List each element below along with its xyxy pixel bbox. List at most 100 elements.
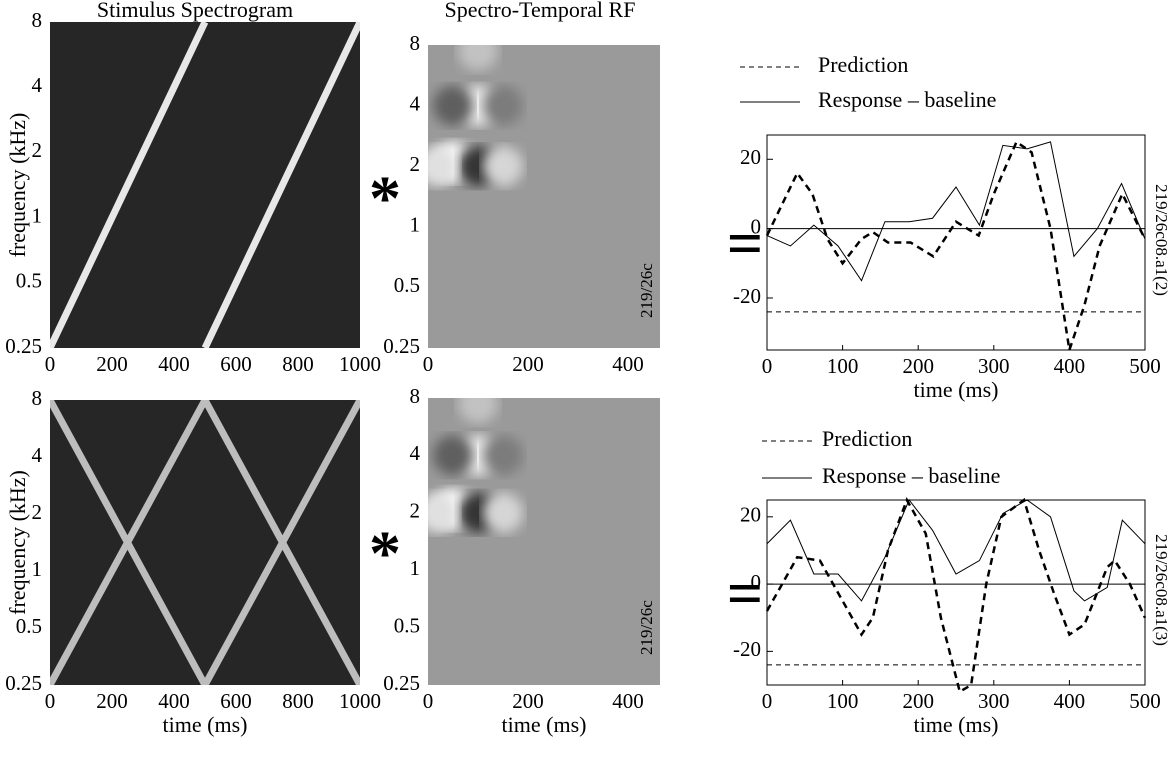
heatmap xyxy=(428,398,660,685)
legend-label: Prediction xyxy=(818,52,908,77)
x-tick-label: 400 xyxy=(612,352,644,376)
x-tick-label: 500 xyxy=(1129,689,1161,713)
panel-annotation: 219/26c xyxy=(637,600,656,655)
x-tick-label: 200 xyxy=(96,352,128,376)
operator-symbol: * xyxy=(369,163,401,234)
y-tick-label: 0.25 xyxy=(5,334,42,358)
y-tick-label: 1 xyxy=(32,557,43,581)
rf-feature xyxy=(433,85,473,126)
x-tick-label: 500 xyxy=(1129,354,1161,378)
plot-frame xyxy=(766,499,1146,686)
x-tick-label: 300 xyxy=(978,689,1010,713)
series-line xyxy=(765,140,1147,351)
rf-feature xyxy=(428,492,458,533)
panel-title: Stimulus Spectrogram xyxy=(97,0,293,22)
x-tick-label: 0 xyxy=(45,352,56,376)
y-tick-label: 0.5 xyxy=(16,269,42,293)
y-tick-label: 8 xyxy=(32,8,43,32)
y-tick-label: 1 xyxy=(32,203,43,227)
y-tick-label: 8 xyxy=(32,386,43,410)
x-tick-label: 800 xyxy=(282,689,314,713)
x-tick-label: 400 xyxy=(1054,354,1086,378)
legend-label: Prediction xyxy=(822,426,912,451)
x-tick-label: 400 xyxy=(612,689,644,713)
rf-feature xyxy=(433,435,473,476)
series-group xyxy=(765,140,1147,351)
heatmap-background xyxy=(50,22,360,348)
series-line xyxy=(766,499,1146,602)
plot-frame xyxy=(766,134,1146,351)
legend-label: Response – baseline xyxy=(822,463,1000,488)
series-line xyxy=(765,497,1147,694)
operator-symbol: = xyxy=(727,208,763,279)
operator-symbol: * xyxy=(369,518,401,589)
x-axis-label: time (ms) xyxy=(914,377,999,402)
y-tick-label: 20 xyxy=(740,503,761,527)
panel-title: Spectro-Temporal RF xyxy=(445,0,636,22)
x-axis-label: time (ms) xyxy=(914,712,999,737)
series-line xyxy=(766,141,1146,282)
heatmap xyxy=(50,22,360,348)
heatmap-background xyxy=(50,400,360,685)
x-tick-label: 0 xyxy=(762,689,773,713)
x-tick-label: 200 xyxy=(902,689,934,713)
rf-feature xyxy=(483,146,523,187)
y-tick-label: 4 xyxy=(32,73,43,97)
x-tick-label: 300 xyxy=(978,354,1010,378)
heatmap xyxy=(50,400,360,685)
y-tick-label: 0.5 xyxy=(394,613,420,637)
y-axis-label: frequency (kHz) xyxy=(5,470,30,615)
ridge xyxy=(50,400,360,685)
heatmap xyxy=(428,45,660,348)
x-tick-label: 200 xyxy=(512,689,544,713)
x-tick-label: 800 xyxy=(282,352,314,376)
x-axis-label: time (ms) xyxy=(163,712,248,737)
y-tick-label: 0.5 xyxy=(394,273,420,297)
y-tick-label: 2 xyxy=(32,500,43,524)
panel-annotation: 219/26c xyxy=(637,263,656,318)
y-tick-label: 2 xyxy=(410,499,421,523)
y-axis-label: frequency (kHz) xyxy=(5,113,30,258)
rf-feature xyxy=(458,398,498,424)
rf-feature xyxy=(483,492,523,533)
y-tick-label: 0 xyxy=(751,214,762,238)
y-tick-label: 2 xyxy=(410,152,421,176)
x-tick-label: 100 xyxy=(827,689,859,713)
x-tick-label: 100 xyxy=(827,354,859,378)
rf-feature xyxy=(483,435,523,476)
y-tick-label: 1 xyxy=(410,556,421,580)
rf-feature xyxy=(458,45,498,71)
x-tick-label: 200 xyxy=(902,354,934,378)
rf-feature xyxy=(428,146,458,187)
x-tick-label: 600 xyxy=(220,689,252,713)
operator-symbol: = xyxy=(727,558,763,629)
y-tick-label: 2 xyxy=(32,138,43,162)
ridge xyxy=(50,400,360,685)
x-tick-label: 600 xyxy=(220,352,252,376)
y-tick-label: 20 xyxy=(740,145,761,169)
x-tick-label: 200 xyxy=(512,352,544,376)
y-tick-label: -20 xyxy=(733,637,761,661)
x-tick-label: 400 xyxy=(158,689,190,713)
x-tick-label: 0 xyxy=(762,354,773,378)
y-tick-label: 4 xyxy=(32,443,43,467)
legend-label: Response – baseline xyxy=(818,87,996,112)
panel-annotation: 219/26c08.a1(3) xyxy=(1152,534,1171,646)
y-tick-label: 0.25 xyxy=(383,334,420,358)
y-tick-label: 0.5 xyxy=(16,614,42,638)
series-group xyxy=(765,497,1147,694)
ridge xyxy=(50,22,209,348)
panel-annotation: 219/26c08.a1(2) xyxy=(1152,184,1171,296)
rf-feature xyxy=(483,85,523,126)
y-tick-label: 0.25 xyxy=(5,671,42,695)
x-axis-label: time (ms) xyxy=(502,712,587,737)
y-tick-label: 8 xyxy=(410,31,421,55)
ridge xyxy=(201,22,360,348)
x-tick-label: 400 xyxy=(1054,689,1086,713)
y-tick-label: 8 xyxy=(410,384,421,408)
x-tick-label: 1000 xyxy=(339,689,381,713)
x-tick-label: 400 xyxy=(158,352,190,376)
x-tick-label: 0 xyxy=(423,689,434,713)
